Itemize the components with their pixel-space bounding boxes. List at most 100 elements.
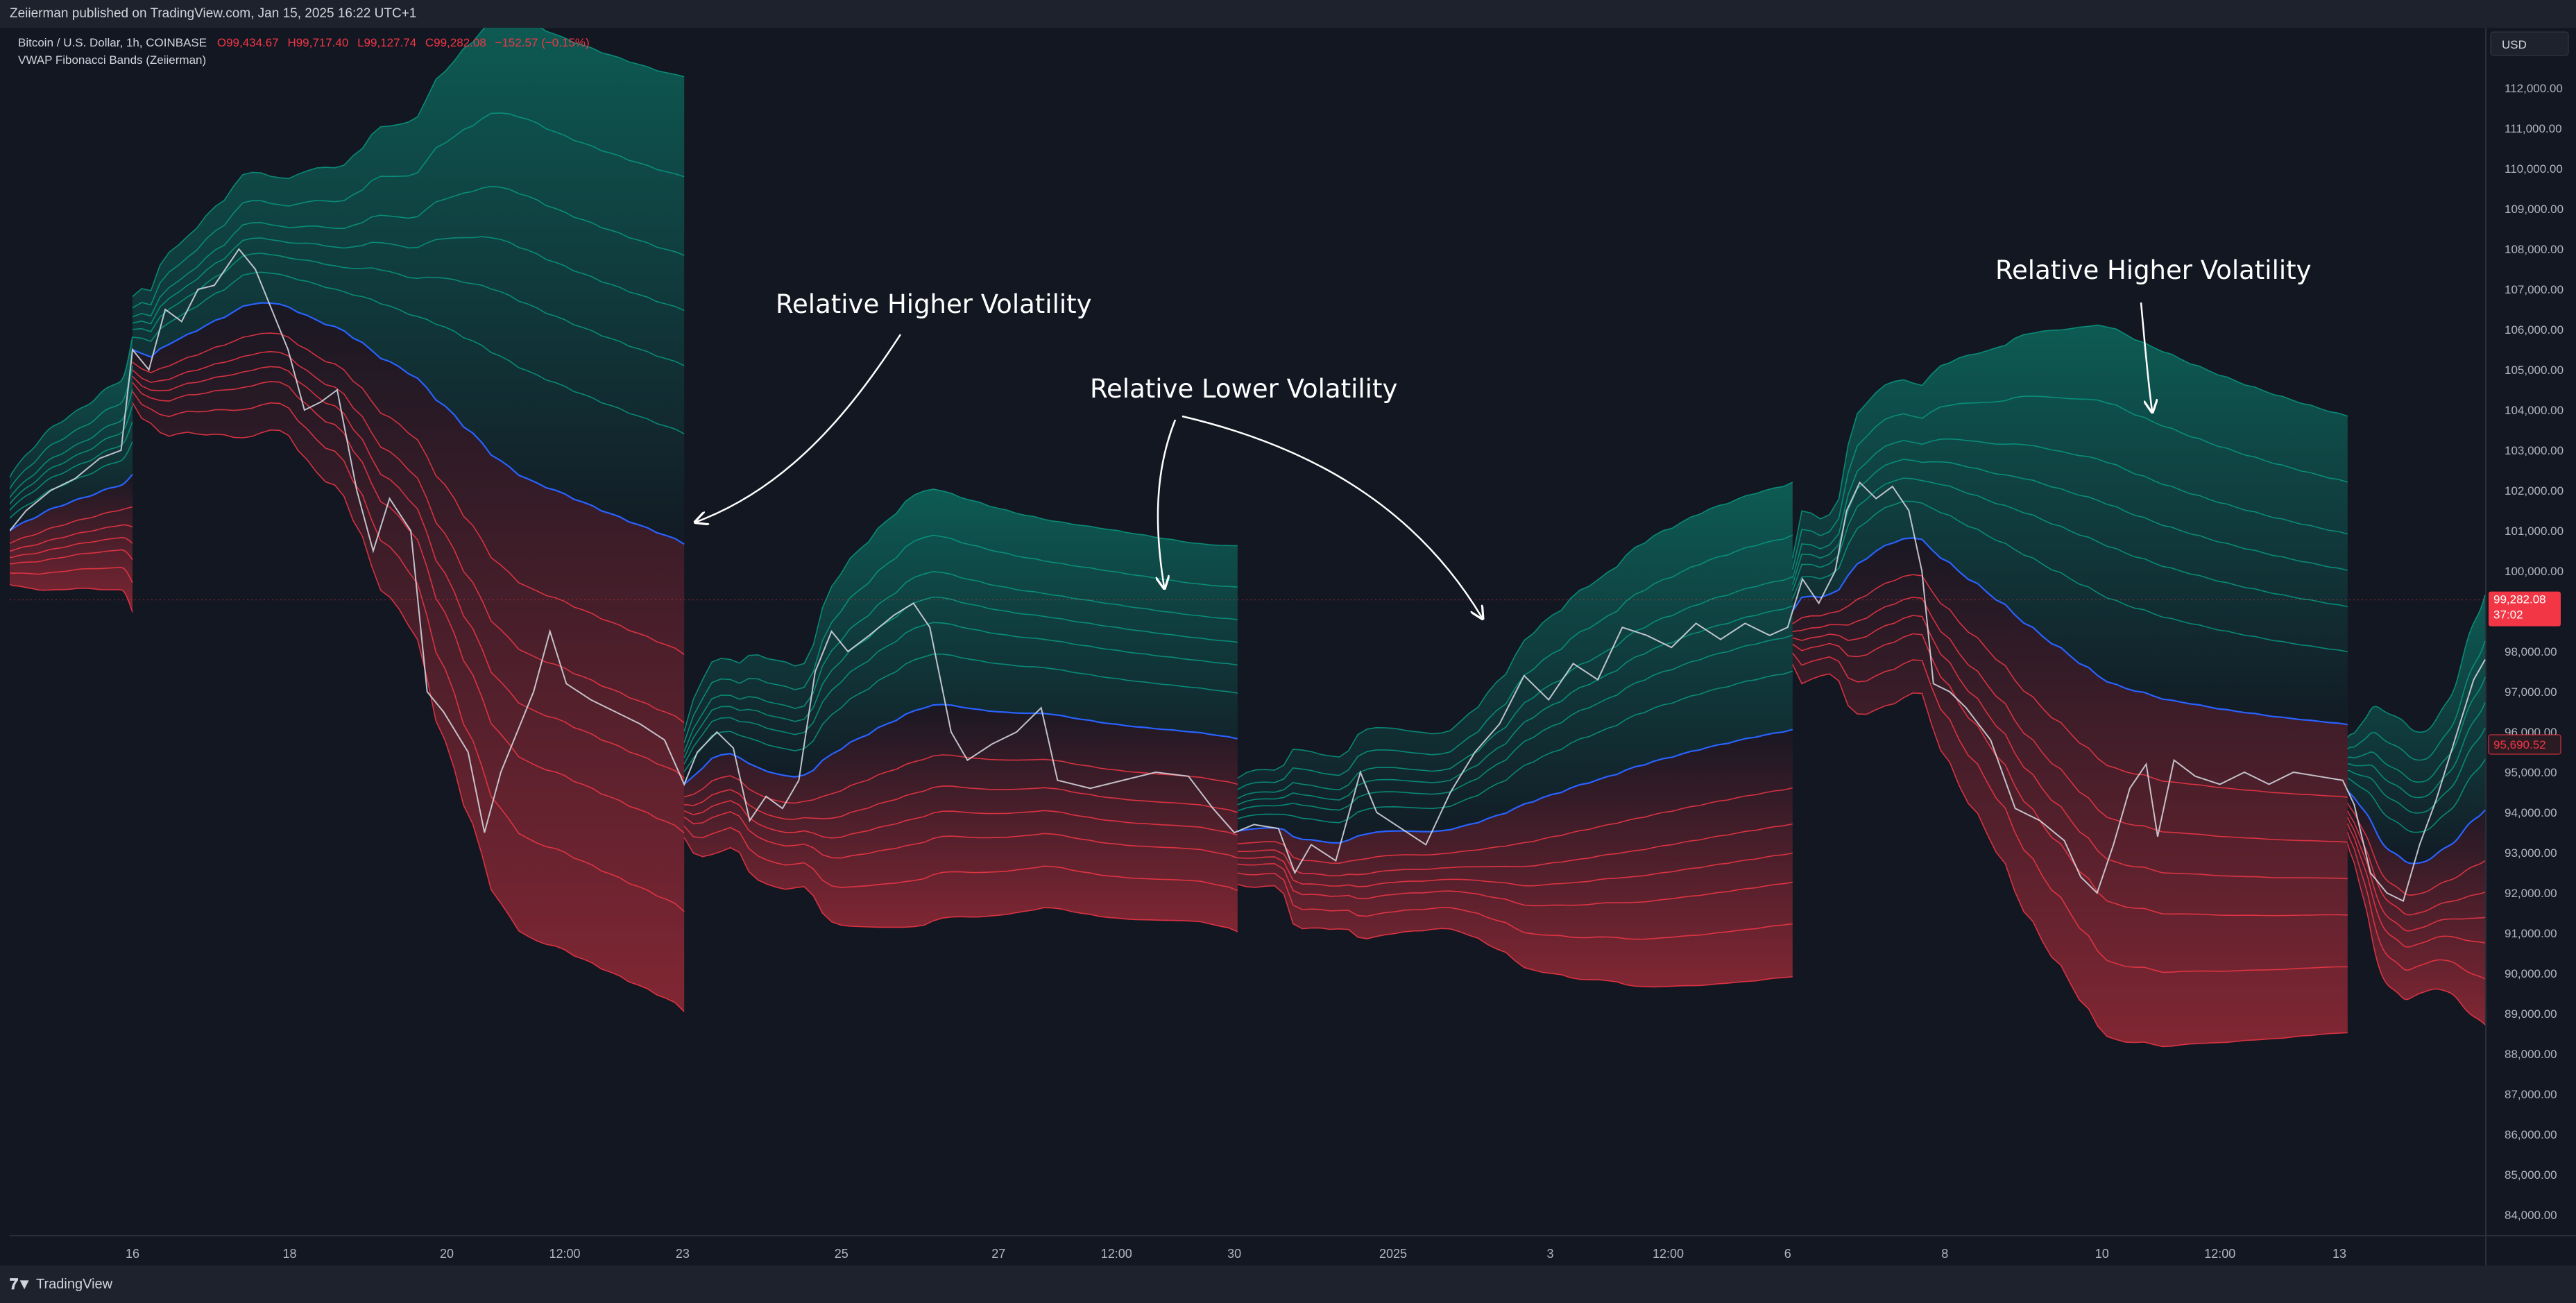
symbol-legend: Bitcoin / U.S. Dollar, 1h, COINBASE O99,… — [18, 36, 590, 49]
upper-band-fill — [1237, 482, 1793, 843]
x-tick-label: 30 — [1227, 1247, 1241, 1261]
publish-info: Zeiierman published on TradingView.com, … — [10, 6, 417, 21]
time-axis: 16 18 20 12:00 23 25 27 12:00 30 2025 3 12:00 6 8 10 12… — [126, 1247, 2346, 1261]
fib-band-lower — [10, 566, 133, 584]
fib-band-upper — [10, 389, 133, 499]
x-tick-label: 10 — [2095, 1247, 2109, 1261]
indicator-legend[interactable]: VWAP Fibonacci Bands (Zeiierman) — [18, 53, 206, 67]
fib-band-upper — [10, 421, 133, 511]
fib-band-upper — [1792, 438, 2348, 579]
fib-band-upper — [10, 336, 133, 478]
y-tick-label: 108,000.00 — [2505, 243, 2564, 256]
fib-band-upper — [1237, 634, 1793, 812]
fib-band-lower — [10, 536, 133, 559]
fib-band-upper — [1792, 395, 2348, 570]
annotation-text-2: Relative Lower Volatility — [1090, 374, 1397, 404]
y-tick-label: 100,000.00 — [2505, 565, 2564, 578]
y-tick-label: 110,000.00 — [2505, 162, 2563, 176]
y-tick-label: 112,000.00 — [2505, 82, 2563, 95]
fib-band-lower — [1237, 862, 1793, 907]
fib-band-lower — [2347, 823, 2486, 948]
x-tick-label: 13 — [2332, 1247, 2346, 1261]
fib-band-upper — [2347, 758, 2486, 833]
publish-header: Zeiierman published on TradingView.com, … — [0, 0, 2576, 28]
vwap-line — [132, 302, 685, 545]
fib-band-lower — [2347, 810, 2486, 916]
fib-band-lower — [132, 350, 685, 724]
symbol-name: Bitcoin / U.S. Dollar, 1h, COINBASE — [18, 36, 207, 49]
fib-band-upper — [2347, 702, 2486, 799]
y-tick-label: 84,000.00 — [2505, 1209, 2557, 1222]
fib-band-upper — [1792, 477, 2348, 608]
annotations: Relative Higher Volatility Relative Lowe… — [697, 255, 2312, 618]
fib-band-upper — [132, 271, 685, 435]
fib-band-lower — [1792, 596, 2348, 843]
fib-band-lower — [132, 402, 685, 1012]
upper-band-fill — [133, 28, 685, 545]
y-tick-label: 111,000.00 — [2505, 122, 2562, 135]
fib-band-upper — [132, 185, 685, 318]
fib-band-lower — [684, 785, 1238, 820]
y-tick-label: 88,000.00 — [2505, 1048, 2557, 1061]
bar-countdown: 37:02 — [2493, 608, 2523, 622]
fib-band-lower — [2347, 803, 2486, 896]
fib-band-lower — [1237, 883, 1793, 988]
fib-band-lower — [1792, 574, 2348, 798]
currency-button[interactable]: USD — [2502, 38, 2527, 51]
fib-band-lower — [1792, 664, 2348, 1048]
fib-band-upper — [1792, 324, 2348, 559]
lower-band-fill — [2347, 790, 2485, 1025]
fib-band-upper — [1792, 500, 2348, 653]
x-tick-label: 6 — [1784, 1247, 1791, 1261]
vwap-line — [2346, 790, 2486, 865]
lower-band-fill — [1237, 729, 1793, 987]
fib-band-lower — [1792, 652, 2348, 973]
x-tick-label: 27 — [991, 1247, 1005, 1261]
y-tick-label: 93,000.00 — [2505, 846, 2557, 860]
y-tick-label: 98,000.00 — [2505, 645, 2557, 658]
fib-band-upper — [10, 366, 133, 490]
fib-band-lower — [2347, 817, 2486, 932]
last-price-label: 99,282.08 37:02 — [2489, 591, 2561, 627]
annotation-text-1: Relative Higher Volatility — [776, 289, 1092, 319]
price-line — [10, 248, 2486, 903]
y-tick-label: 86,000.00 — [2505, 1128, 2557, 1141]
fib-band-lower — [1792, 633, 2348, 917]
fib-band-lower — [1237, 872, 1793, 940]
fib-band-lower — [683, 837, 1238, 932]
x-tick-label: 3 — [1547, 1247, 1554, 1261]
y-tick-label: 107,000.00 — [2505, 283, 2564, 296]
fib-band-upper — [1237, 670, 1793, 824]
vwap-line — [1791, 537, 2348, 726]
ohlc-close: C99,282.08 — [425, 36, 486, 49]
fib-band-lower — [683, 754, 1238, 804]
fib-band-upper — [132, 28, 685, 298]
y-tick-label: 105,000.00 — [2505, 364, 2564, 377]
ohlc-high: H99,717.40 — [287, 36, 348, 49]
chart-area[interactable]: 84,000.00 85,000.00 86,000.00 87,000.00 88,0… — [10, 28, 2576, 1266]
fib-band-upper — [1792, 459, 2348, 585]
y-tick-label: 103,000.00 — [2505, 444, 2564, 457]
footer-brand: TradingView — [36, 1276, 113, 1292]
price-series — [10, 248, 2486, 903]
fib-band-upper — [683, 596, 1238, 758]
fib-band-lower — [2347, 832, 2486, 980]
x-tick-label: 20 — [440, 1247, 454, 1261]
footer: 𝟕▼ TradingView — [0, 1266, 2576, 1303]
x-tick-label: 23 — [676, 1247, 690, 1261]
price-axis: 84,000.00 85,000.00 86,000.00 87,000.00 88,0… — [2505, 42, 2564, 1222]
ohlc-open: O99,434.67 — [217, 36, 279, 49]
y-tick-label: 92,000.00 — [2505, 887, 2557, 900]
lower-band-fill — [133, 303, 685, 1012]
y-tick-label: 90,000.00 — [2505, 967, 2557, 980]
fib-band-upper — [2347, 595, 2486, 738]
currency-button-bg[interactable] — [2490, 31, 2569, 56]
fib-band-lower — [10, 583, 133, 613]
price-chart[interactable]: 84,000.00 85,000.00 86,000.00 87,000.00 88,0… — [10, 28, 2576, 1266]
x-tick-label: 12:00 — [1653, 1247, 1684, 1261]
y-tick-label: 94,000.00 — [2505, 806, 2557, 819]
x-tick-label: 12:00 — [549, 1247, 580, 1261]
fib-band-upper — [1237, 534, 1793, 790]
ohlc-change: −152.57 (−0.15%) — [495, 36, 590, 49]
y-tick-label: 104,000.00 — [2505, 404, 2564, 417]
